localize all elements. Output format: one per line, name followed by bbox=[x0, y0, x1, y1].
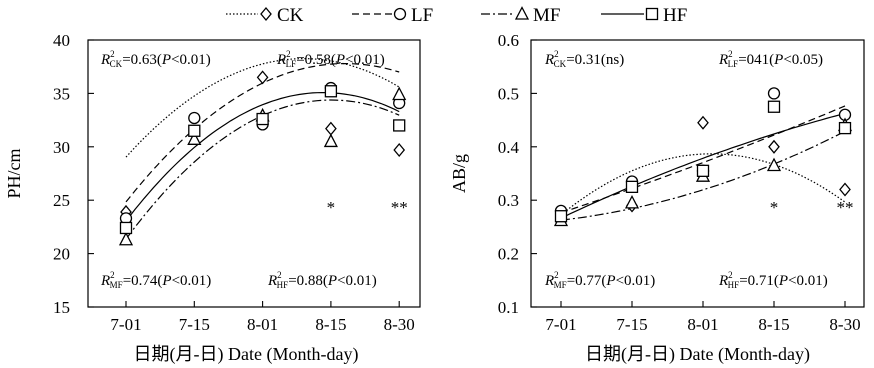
y-tick-label: 30 bbox=[53, 138, 70, 157]
data-point-mf bbox=[766, 157, 782, 172]
legend-item-hf: HF bbox=[601, 5, 687, 26]
data-point-hf bbox=[256, 112, 269, 126]
legend: CK LF MF HF bbox=[226, 5, 687, 26]
data-point-mf bbox=[392, 86, 407, 101]
legend-marker-diamond bbox=[260, 6, 272, 22]
x-tick-label: 8-01 bbox=[687, 315, 718, 334]
y-axis-label: AB/g bbox=[449, 154, 469, 193]
x-tick-label: 8-15 bbox=[315, 315, 346, 334]
plot-frame bbox=[530, 39, 865, 308]
legend-item-lf: LF bbox=[352, 5, 433, 26]
x-axis-label: 日期(月-日) Date (Month-day) bbox=[585, 344, 810, 365]
data-point-mf bbox=[118, 231, 134, 246]
significance-mark: ** bbox=[837, 198, 854, 217]
x-tick-label: 8-30 bbox=[384, 315, 415, 334]
data-point-hf bbox=[554, 210, 568, 223]
legend-marker-square bbox=[645, 7, 659, 21]
fit-curve-ck bbox=[125, 57, 400, 158]
data-point-ck bbox=[768, 139, 780, 154]
x-tick-label: 7-01 bbox=[110, 315, 141, 334]
data-point-hf bbox=[838, 121, 852, 135]
y-tick-label: 0.4 bbox=[498, 138, 520, 157]
data-point-hf bbox=[393, 119, 406, 132]
y-tick-label: 20 bbox=[53, 245, 70, 264]
data-point-ck bbox=[256, 70, 269, 85]
y-tick-label: 0.5 bbox=[498, 84, 519, 103]
data-point-ck bbox=[393, 142, 406, 158]
data-point-hf bbox=[767, 100, 781, 113]
x-tick-label: 8-01 bbox=[247, 315, 278, 334]
data-point-hf bbox=[324, 85, 338, 98]
r2-annotation-hf: R2 HF=0.88(P<0.01) bbox=[267, 270, 377, 290]
legend-label: HF bbox=[663, 5, 687, 26]
legend-item-mf: MF bbox=[481, 5, 560, 26]
x-tick-label: 7-15 bbox=[179, 315, 210, 334]
y-tick-label: 0.2 bbox=[498, 245, 519, 264]
data-point-mf bbox=[624, 194, 640, 209]
legend-label: MF bbox=[533, 5, 560, 26]
y-tick-label: 25 bbox=[53, 191, 70, 210]
y-tick-label: 0.1 bbox=[498, 298, 519, 317]
data-point-hf bbox=[119, 221, 133, 235]
y-tick-label: 0.3 bbox=[498, 191, 519, 210]
x-tick-label: 8-15 bbox=[758, 315, 789, 334]
y-tick-label: 35 bbox=[53, 84, 70, 103]
data-point-lf bbox=[188, 111, 201, 125]
y-tick-label: 0.6 bbox=[498, 31, 519, 50]
data-point-ck bbox=[839, 182, 851, 197]
y-axis-label: PH/cm bbox=[4, 148, 24, 198]
legend-label: CK bbox=[277, 5, 304, 26]
data-point-lf bbox=[767, 87, 781, 100]
r2-annotation-mf: R2 MF=0.77(P<0.01) bbox=[544, 270, 655, 290]
fit-curve-hf bbox=[560, 112, 846, 219]
chart-panel-aboveground-biomass: 0.1 0.2 0.3 0.4 0.5 0.6 7-01 7-15 8-01 8-15 8-30 日期… bbox=[449, 31, 865, 365]
y-tick-label: 15 bbox=[53, 298, 70, 317]
x-tick-label: 8-30 bbox=[829, 315, 860, 334]
r2-annotation-mf: R2 MF=0.74(P<0.01) bbox=[100, 270, 211, 290]
data-point-mf bbox=[323, 133, 338, 148]
x-tick-label: 7-15 bbox=[616, 315, 647, 334]
r2-annotation-hf: R2 HF=0.71(P<0.01) bbox=[718, 270, 828, 290]
fit-curve-mf bbox=[560, 130, 846, 221]
r2-annotation-ck: R2 CK=0.63(P<0.01) bbox=[100, 49, 211, 69]
data-point-mf bbox=[187, 131, 202, 145]
plot-frame bbox=[87, 39, 421, 308]
fit-curve-hf bbox=[125, 92, 400, 222]
r2-annotation-ck: R2 CK=0.31(ns) bbox=[544, 49, 624, 69]
legend-label: LF bbox=[411, 5, 433, 26]
data-point-ck bbox=[697, 115, 709, 130]
r2-annotation-lf: R2 LF=041(P<0.05) bbox=[718, 49, 823, 69]
fit-curve-ck bbox=[560, 153, 846, 216]
legend-marker-circle bbox=[393, 7, 407, 21]
significance-mark: * bbox=[327, 198, 336, 217]
data-point-ck bbox=[325, 121, 337, 136]
chart-panel-plant-height: 15 20 25 30 35 40 7-01 7-15 8-01 8-15 8-30 日期(月-日) … bbox=[4, 31, 421, 365]
fit-curve-mf bbox=[125, 99, 400, 240]
significance-mark: * bbox=[770, 198, 779, 217]
data-point-hf bbox=[188, 124, 201, 137]
x-tick-label: 7-01 bbox=[545, 315, 576, 334]
legend-marker-triangle bbox=[514, 6, 530, 20]
y-tick-label: 40 bbox=[53, 31, 70, 50]
significance-mark: ** bbox=[391, 198, 408, 217]
x-axis-label: 日期(月-日) Date (Month-day) bbox=[134, 344, 359, 365]
data-point-hf bbox=[625, 180, 639, 194]
legend-item-ck: CK bbox=[226, 5, 304, 26]
r2-annotation-lf: R2 LF=0.58(P<0.01) bbox=[276, 49, 385, 69]
data-point-hf bbox=[696, 164, 710, 177]
